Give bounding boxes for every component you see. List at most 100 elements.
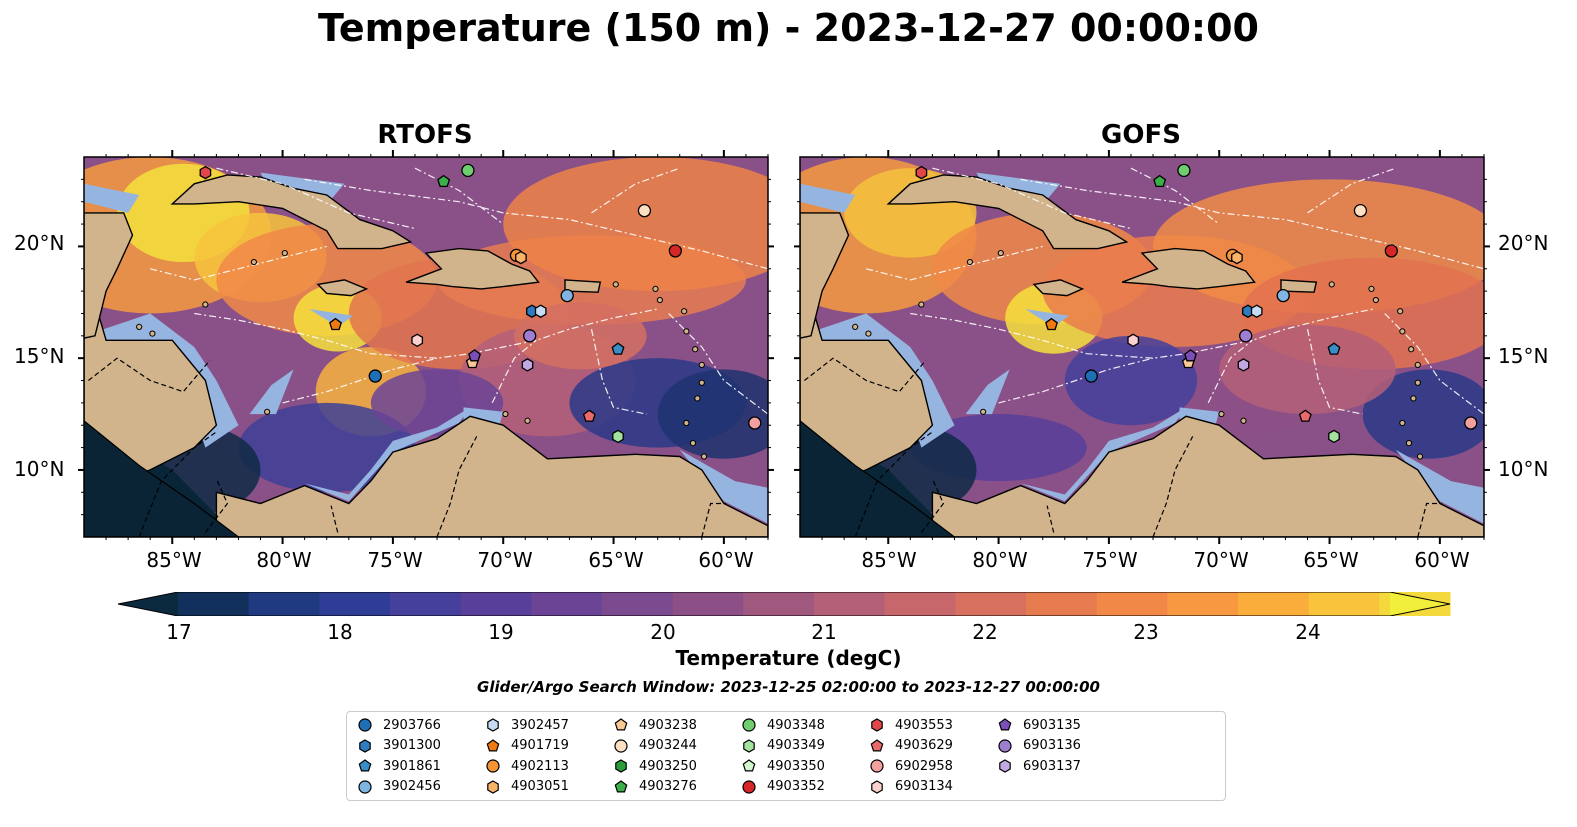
legend-label: 4903250 [639, 758, 697, 774]
lat-tick-label-left-10: 10°N [14, 457, 65, 481]
legend-item-6903136: 6903136 [997, 737, 1081, 755]
legend-label: 3901861 [383, 758, 441, 774]
eez-boundary [414, 167, 504, 225]
islet [1405, 440, 1413, 447]
islet [281, 250, 288, 257]
legend-item-2903766: 2903766 [357, 716, 441, 734]
eez-boundary [1130, 167, 1220, 225]
eez-boundary [282, 357, 438, 404]
panel-title-gofs: GOFS [1101, 120, 1181, 150]
legend-marker-circle-icon [358, 718, 372, 732]
continental-shelf [679, 449, 768, 524]
islet [612, 281, 619, 288]
float-marker-rtofs-4903352 [668, 244, 682, 258]
legend-marker-pentagon-icon [870, 738, 884, 751]
colorbar-segment [672, 592, 744, 616]
legend-item-4903238: 4903238 [613, 716, 697, 734]
legend-marker-hexagon-icon [999, 759, 1011, 773]
colorbar-segment [460, 592, 532, 616]
legend-marker-hexagon-icon [743, 738, 755, 753]
legend-item-6902958: 6902958 [869, 757, 953, 775]
continental-shelf [1395, 449, 1484, 524]
colorbar-tick-21: 21 [811, 620, 837, 644]
islet [652, 285, 659, 292]
map-panel-gofs [794, 150, 1490, 544]
legend-label: 4901719 [511, 738, 569, 753]
float-marker-rtofs-2903766 [368, 369, 382, 383]
legend-label: 2903766 [383, 717, 441, 733]
colorbar-tick-19: 19 [488, 620, 514, 644]
colorbar-segment [814, 592, 886, 616]
country-border [436, 436, 478, 537]
central-america-landmass [931, 415, 1484, 537]
eez-boundary [998, 357, 1154, 404]
islet [997, 250, 1004, 257]
legend-item-4903350: 4903350 [741, 757, 825, 775]
jamaica-island [1032, 279, 1085, 297]
float-marker-gofs-3902457 [1250, 304, 1263, 318]
lon-tick-label-gofs-80: 80°W [972, 548, 1028, 572]
islet [966, 258, 973, 266]
country-border [330, 505, 339, 533]
float-marker-rtofs-4903629 [582, 409, 596, 422]
country-border [701, 502, 727, 537]
legend-marker-circle-icon [742, 718, 756, 732]
float-marker-gofs-3901861 [1327, 342, 1341, 355]
islet [681, 308, 688, 315]
float-marker-rtofs-4903553 [199, 165, 212, 180]
colorbar-tick-20: 20 [650, 620, 676, 644]
legend-label: 3901300 [383, 738, 441, 753]
colorbar-segment [1026, 592, 1098, 616]
country-border [138, 431, 217, 537]
country-border [854, 431, 933, 537]
islet [1408, 346, 1415, 353]
float-marker-rtofs-4901719 [329, 317, 342, 331]
colorbar-segment [248, 592, 320, 616]
float-marker-rtofs-3902457 [534, 304, 547, 318]
islet [250, 258, 257, 266]
legend-label: 4903244 [639, 738, 697, 753]
legend-item-4903352: 4903352 [741, 778, 825, 796]
eez-boundary [590, 328, 647, 415]
lon-tick-label-rtofs-60: 60°W [698, 548, 754, 572]
colorbar-extend-high [1390, 592, 1450, 616]
islet [980, 408, 987, 415]
lon-tick-label-rtofs-75: 75°W [367, 548, 423, 572]
legend-label: 6903135 [1023, 717, 1081, 733]
eez-boundary [491, 339, 537, 404]
lat-tick-label-right-15: 15°N [1498, 344, 1549, 368]
lon-tick-label-gofs-60: 60°W [1414, 548, 1470, 572]
puerto-rico-island [564, 279, 602, 293]
islet [1414, 361, 1421, 368]
legend-label: 4903553 [895, 717, 953, 733]
eez-boundary [1307, 167, 1396, 214]
legend-marker-pentagon-icon [358, 759, 372, 772]
islet [700, 453, 708, 460]
islet [683, 419, 690, 427]
islet [683, 328, 690, 335]
legend-marker-hexagon-icon [615, 759, 627, 773]
map-panel-rtofs [78, 150, 774, 544]
legend-label: 6903137 [1023, 758, 1081, 774]
eez-boundary [866, 245, 1043, 281]
legend-marker-pentagon-icon [998, 718, 1012, 731]
cuba-island [170, 174, 413, 250]
float-marker-gofs-6903135 [1184, 349, 1197, 362]
float-marker-rtofs-4903348 [461, 163, 475, 178]
float-marker-rtofs-4903051 [515, 250, 527, 265]
legend-label: 3902457 [511, 717, 569, 733]
legend-marker-pentagon-icon [614, 718, 628, 731]
eez-boundary [1185, 308, 1374, 355]
islet [149, 330, 156, 337]
colorbar-segment [1167, 592, 1239, 616]
float-marker-rtofs-4903276 [437, 174, 451, 188]
legend-marker-circle-icon [742, 779, 756, 794]
lon-tick-label-rtofs-65: 65°W [588, 548, 644, 572]
float-marker-gofs-6903134 [1127, 333, 1140, 348]
islet [1328, 281, 1335, 288]
legend-item-4903250: 4903250 [613, 757, 697, 775]
eez-boundary [1306, 328, 1363, 415]
eez-boundary [194, 312, 471, 359]
colorbar [117, 592, 1451, 616]
colorbar-tick-17: 17 [166, 620, 192, 644]
